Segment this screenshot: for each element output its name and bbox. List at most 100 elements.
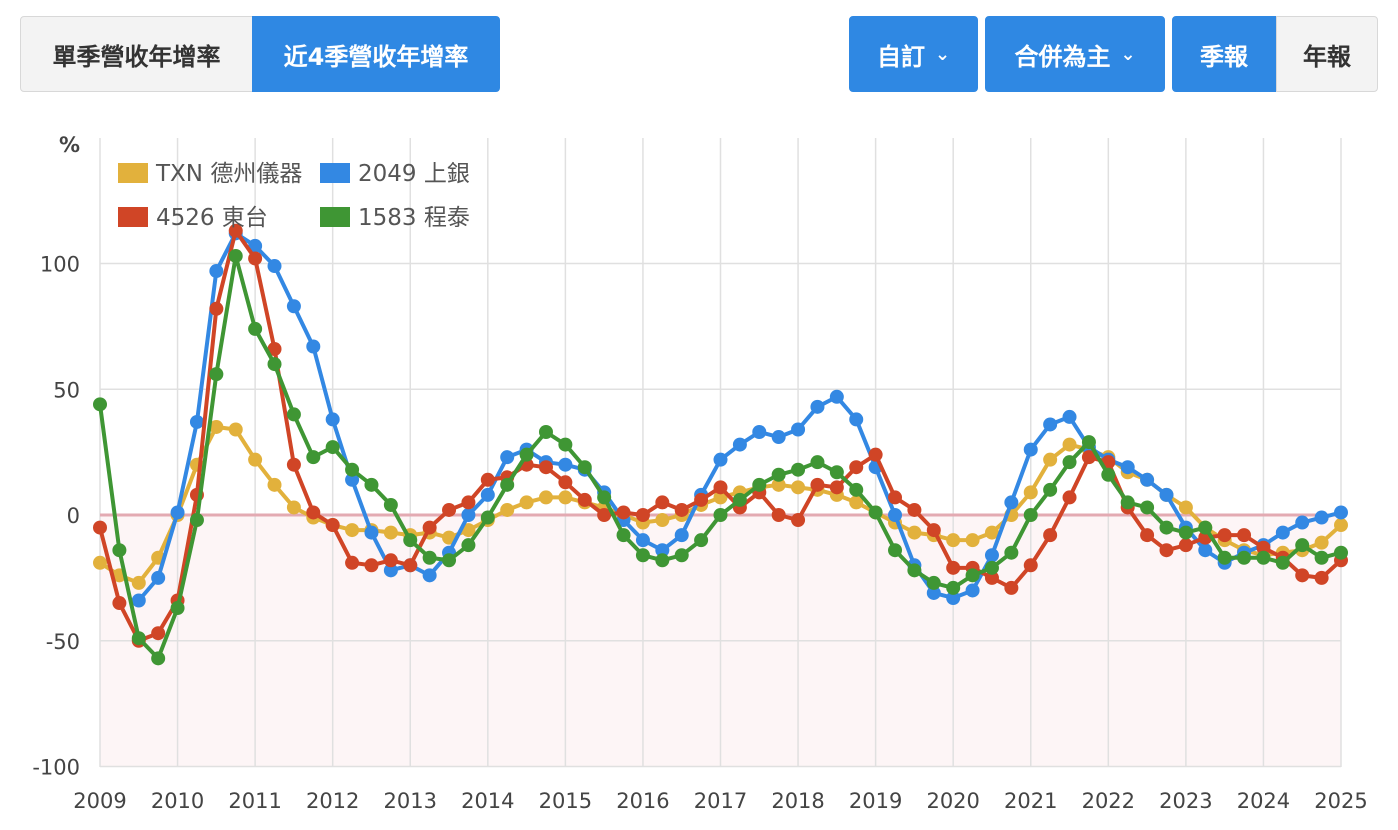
data-point <box>364 525 379 540</box>
data-point <box>926 575 941 590</box>
legend-label: 1583 程泰 <box>358 205 470 231</box>
data-point <box>984 525 999 540</box>
data-point <box>1140 528 1155 543</box>
data-point <box>984 570 999 585</box>
data-point <box>1275 555 1290 570</box>
data-point <box>597 508 612 522</box>
data-point <box>1334 545 1348 560</box>
data-point <box>1314 535 1329 550</box>
data-point <box>519 447 534 462</box>
data-point <box>248 452 263 467</box>
data-point <box>1178 538 1193 553</box>
data-point <box>1023 558 1038 573</box>
x-tick-label: 2017 <box>694 789 747 813</box>
data-point <box>791 422 806 437</box>
data-point <box>345 462 360 477</box>
consolidated-dropdown[interactable]: 合併為主 ⌄ <box>985 16 1165 92</box>
x-tick-label: 2013 <box>384 789 437 813</box>
y-tick-label: 100 <box>40 253 80 277</box>
data-point <box>674 528 689 543</box>
data-point <box>694 492 709 507</box>
data-point <box>248 251 263 266</box>
y-axis-label: % <box>59 133 80 157</box>
data-point <box>1237 550 1252 565</box>
y-tick-label: -50 <box>46 630 80 654</box>
x-tick-label: 2012 <box>306 789 359 813</box>
tab-four-quarter-yoy[interactable]: 近4季營收年增率 <box>252 16 500 92</box>
data-point <box>1140 472 1155 487</box>
tab-single-quarter-yoy[interactable]: 單季營收年增率 <box>20 16 253 92</box>
data-point <box>732 437 747 452</box>
data-point <box>965 583 980 598</box>
data-point <box>364 558 379 573</box>
data-point <box>228 223 243 238</box>
data-point <box>849 495 864 510</box>
data-point <box>674 502 689 517</box>
data-point <box>442 553 457 568</box>
data-point <box>732 492 747 507</box>
data-point <box>907 502 922 517</box>
data-point <box>131 593 146 608</box>
data-point <box>209 367 224 382</box>
data-point <box>1198 520 1213 535</box>
legend-label: 4526 東台 <box>156 205 268 231</box>
data-point <box>810 399 825 414</box>
data-point <box>868 505 883 520</box>
data-point <box>1043 417 1058 432</box>
data-point <box>984 560 999 575</box>
x-tick-label: 2009 <box>73 789 126 813</box>
data-point <box>480 510 495 525</box>
custom-dropdown[interactable]: 自訂 ⌄ <box>849 16 978 92</box>
data-point <box>500 477 515 492</box>
data-point <box>791 462 806 477</box>
data-point <box>655 543 670 558</box>
data-point <box>461 508 476 522</box>
data-point <box>1101 467 1116 482</box>
data-point <box>170 601 185 616</box>
data-point <box>888 543 903 558</box>
data-point <box>1062 455 1077 470</box>
data-point <box>422 550 437 565</box>
data-point <box>752 477 767 492</box>
data-point <box>345 523 360 538</box>
quarterly-button[interactable]: 季報 <box>1172 16 1276 92</box>
data-point <box>694 533 709 548</box>
data-point <box>1043 482 1058 497</box>
x-tick-label: 2022 <box>1082 789 1135 813</box>
data-point <box>461 523 476 538</box>
x-tick-label: 2011 <box>228 789 281 813</box>
legend-swatch <box>320 207 350 227</box>
data-point <box>984 548 999 563</box>
data-point <box>791 513 806 528</box>
legend-label: 2049 上銀 <box>358 161 470 187</box>
data-point <box>577 460 592 475</box>
data-point <box>1314 510 1329 525</box>
annual-label: 年報 <box>1303 42 1351 71</box>
data-point <box>93 397 107 412</box>
data-point <box>810 477 825 492</box>
data-point <box>131 575 146 590</box>
data-point <box>1295 515 1310 530</box>
data-point <box>538 425 553 440</box>
legend-swatch <box>320 163 350 183</box>
data-point <box>267 477 282 492</box>
x-tick-label: 2014 <box>461 789 514 813</box>
data-point <box>480 472 495 487</box>
data-point <box>926 585 941 600</box>
data-point <box>752 425 767 440</box>
data-point <box>771 508 786 522</box>
data-point <box>771 467 786 482</box>
data-point <box>383 563 398 578</box>
data-point <box>325 518 340 533</box>
data-point <box>1023 508 1038 522</box>
data-point <box>829 465 844 480</box>
data-point <box>209 301 224 316</box>
data-point <box>1043 452 1058 467</box>
annual-button[interactable]: 年報 <box>1276 16 1378 92</box>
data-point <box>907 525 922 540</box>
data-point <box>345 472 360 487</box>
data-point <box>1140 500 1155 515</box>
data-point <box>93 555 107 570</box>
chevron-down-icon: ⌄ <box>934 43 951 65</box>
